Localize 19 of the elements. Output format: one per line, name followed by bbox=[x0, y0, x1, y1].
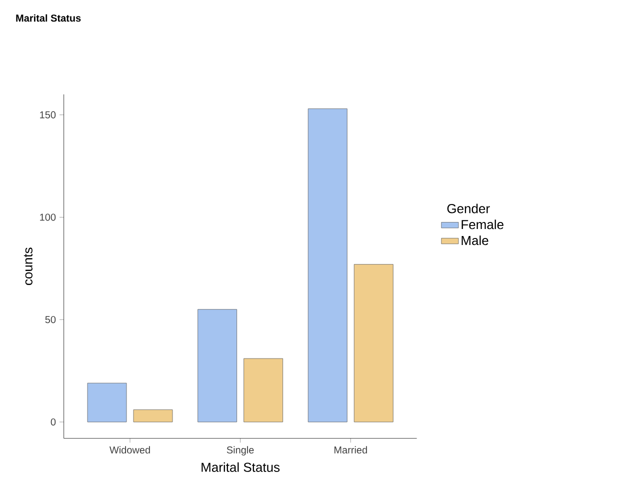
bar bbox=[133, 410, 173, 422]
bar bbox=[244, 358, 284, 422]
y-tick-label: 50 bbox=[45, 316, 56, 324]
legend-label: Male bbox=[462, 236, 488, 246]
y-tick-label: 100 bbox=[40, 214, 56, 221]
chart-title: Marital Status bbox=[16, 14, 81, 22]
x-axis-title: Marital Status bbox=[202, 462, 280, 472]
bar bbox=[198, 309, 238, 422]
legend-title: Gender bbox=[447, 204, 490, 214]
x-tick-label: Widowed bbox=[109, 446, 150, 454]
bar bbox=[354, 264, 394, 422]
y-tick-label: 0 bbox=[50, 418, 56, 426]
bar bbox=[308, 108, 348, 422]
x-tick-label: Married bbox=[334, 446, 367, 454]
legend-label: Female bbox=[462, 220, 504, 230]
y-tick-label: 150 bbox=[40, 111, 56, 118]
bar bbox=[87, 382, 127, 422]
x-tick-label: Single bbox=[226, 446, 254, 456]
y-axis-title: counts bbox=[24, 248, 32, 285]
